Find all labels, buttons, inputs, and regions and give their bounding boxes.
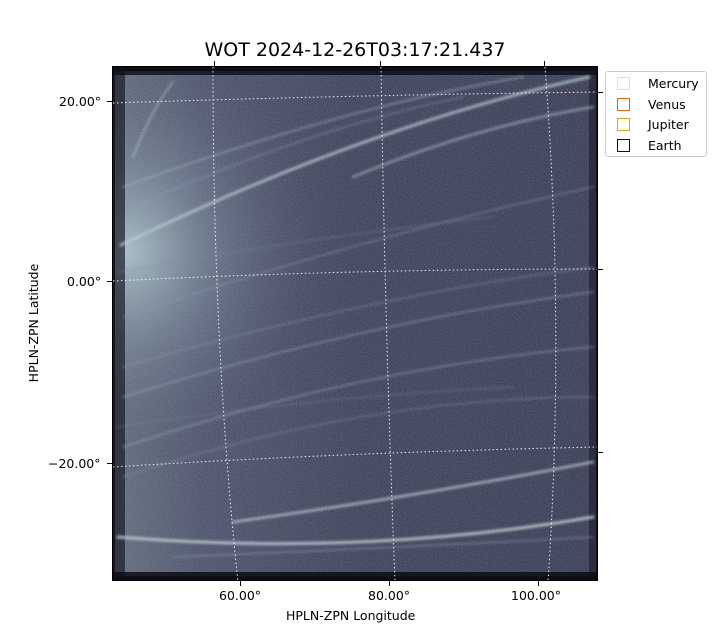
top-tick-60	[214, 61, 215, 66]
legend: Mercury Venus Jupiter Earth	[605, 71, 707, 157]
legend-label: Jupiter	[648, 117, 689, 132]
x-tick-60	[240, 581, 241, 586]
y-tick-20	[107, 101, 112, 102]
wot-sky-image	[113, 67, 597, 580]
x-tick-label: 80.00°	[368, 588, 411, 603]
y-tick-label: 0.00°	[67, 274, 102, 289]
earth-swatch	[617, 139, 630, 152]
mercury-swatch	[617, 77, 630, 90]
legend-item-mercury: Mercury	[606, 75, 706, 93]
venus-swatch	[617, 98, 630, 111]
jupiter-swatch	[617, 118, 630, 131]
x-tick-80	[389, 581, 390, 586]
legend-item-jupiter: Jupiter	[606, 116, 706, 134]
right-tick-minus20	[598, 452, 603, 453]
legend-label: Earth	[648, 138, 682, 153]
x-tick-100	[538, 581, 539, 586]
y-tick-minus20	[107, 463, 112, 464]
plot-title: WOT 2024-12-26T03:17:21.437	[204, 39, 506, 61]
right-tick-0	[598, 269, 603, 270]
x-tick-label: 100.00°	[511, 588, 561, 603]
y-axis-label: HPLN-ZPN Latitude	[26, 263, 41, 383]
top-tick-80	[380, 61, 381, 66]
right-tick-20	[598, 92, 603, 93]
y-tick-label: 20.00°	[59, 94, 102, 109]
legend-label: Venus	[648, 97, 686, 112]
x-axis-label: HPLN-ZPN Longitude	[286, 608, 416, 623]
y-tick-0	[107, 281, 112, 282]
sky-image-panel	[112, 66, 598, 581]
y-tick-label: −20.00°	[48, 456, 101, 471]
legend-item-venus: Venus	[606, 96, 706, 114]
legend-label: Mercury	[648, 76, 699, 91]
top-tick-100	[544, 61, 545, 66]
x-tick-label: 60.00°	[219, 588, 262, 603]
legend-item-earth: Earth	[606, 137, 706, 155]
